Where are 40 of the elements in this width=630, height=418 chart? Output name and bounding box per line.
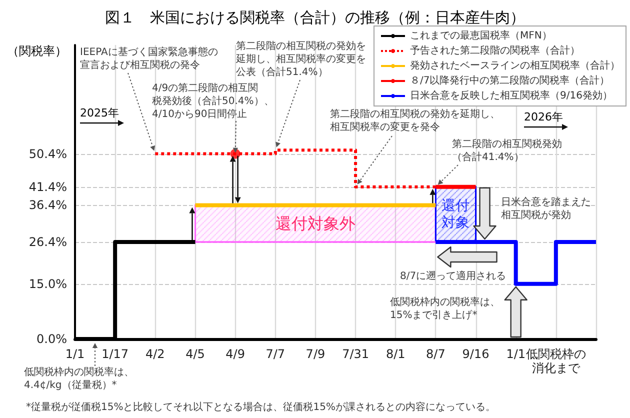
x-tick-label: 4/9 xyxy=(226,347,245,361)
x-tick-label: 7/31 xyxy=(342,347,370,361)
y-axis-title: （関税率） xyxy=(7,44,67,58)
annotation: 第二段階の相互関税発効（合計41.4%） xyxy=(452,138,562,163)
y-tick-label: 15.0% xyxy=(28,276,67,291)
annotation: 低関税枠内の関税率は、15%まで引き上げ* xyxy=(390,296,500,321)
y-tick-label: 41.4% xyxy=(28,180,67,194)
annotation: 第二段階の相互関税の発効を延期し、相互関税率の変更を公表（合計51.4%） xyxy=(235,40,366,78)
annotation: 日米合意を踏まえた相互関税が発効 xyxy=(501,196,591,221)
annotation: 8/7に遡って適用される xyxy=(400,270,506,282)
legend-label: 予告された第二段階の関税率（合計） xyxy=(410,44,580,56)
x-tick-label: 8/7 xyxy=(426,347,446,361)
x-tick-label: 7/7 xyxy=(266,347,286,361)
annotation: IEEPAに基づく国家緊急事態の宣言および相互関税の発令 xyxy=(80,46,218,71)
annotation: 4/9の第二段階の相互関税発効後（合計50.4%）、4/10から90日間停止 xyxy=(152,82,274,120)
annotation: 2026年 xyxy=(524,110,563,124)
annotation: 還付対象外 xyxy=(275,214,356,234)
y-tick-label: 36.4% xyxy=(28,198,67,212)
x-tick-label: 1/17 xyxy=(102,347,129,361)
x-tick-label: 1/1 xyxy=(65,347,85,361)
text: *従量税が従価税15%と比較してそれ以下となる場合は、従価税15%が課されるとの内容になっている。 xyxy=(26,401,496,413)
legend-label: 発効されたベースラインの相互関税率（合計） xyxy=(410,60,620,72)
annotation: 第二段階の相互関税の発効を延期し、相互関税率の変更を発令 xyxy=(330,108,500,133)
x-tick-label: 8/1 xyxy=(386,347,406,361)
y-tick-label: 0.0% xyxy=(36,332,67,346)
annotation: 還付対象 xyxy=(442,198,470,231)
legend-label: ８/7以降発行中の第二段階の関税率（合計） xyxy=(410,74,610,86)
text: 低関税枠内の関税率は、4.4¢/kg（従量税）* xyxy=(24,366,134,391)
x-tick-label: 7/9 xyxy=(306,347,326,361)
y-tick-label: 26.4% xyxy=(28,234,67,249)
x-tick-label: 1/1 xyxy=(506,347,526,361)
x-tick-label: 4/5 xyxy=(186,347,205,361)
y-tick-label: 50.4% xyxy=(28,146,67,161)
x-tick-label: 4/2 xyxy=(146,347,165,361)
chart-title: 図１ 米国における関税率（合計）の推移（例：日本産牛肉） xyxy=(105,8,525,26)
x-tick-label: 9/16 xyxy=(462,347,490,361)
legend-label: これまでの最恵国税率（MFN） xyxy=(410,30,552,42)
legend-label: 日米合意を反映した相互関税率（9/16発効） xyxy=(410,90,612,102)
x-tick-label: 低関税枠の消化まで xyxy=(526,347,586,375)
annotation: 2025年 xyxy=(80,106,119,120)
